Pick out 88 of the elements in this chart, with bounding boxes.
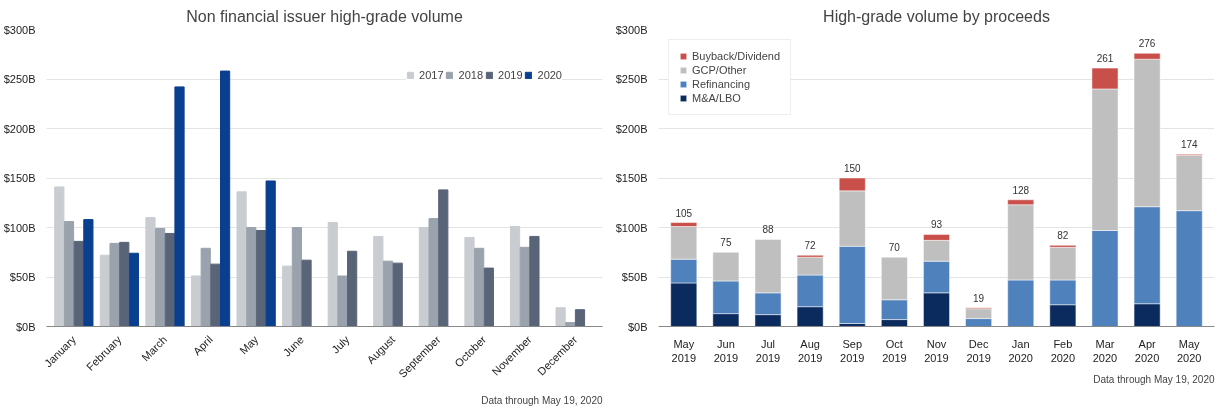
x-tick-label: Aug 2019 <box>797 337 823 364</box>
x-tick-label: Jul 2019 <box>755 337 781 364</box>
x-tick-label: Feb 2020 <box>1050 337 1076 364</box>
x-tick-label: Jun 2019 <box>713 337 739 364</box>
y-tick-label: $150B <box>3 172 36 184</box>
legend-label: M&A/LBO <box>692 92 741 104</box>
bar <box>483 267 494 327</box>
legend-label: 2019 <box>498 69 523 81</box>
y-tick-label: $150B <box>615 172 648 184</box>
x-tick-label: Mar 2020 <box>1092 337 1118 364</box>
bar <box>347 250 358 327</box>
bar <box>574 309 586 327</box>
total-label: 276 <box>1138 38 1156 50</box>
x-tick-label: May 2019 <box>671 337 697 364</box>
bar <box>83 219 94 327</box>
x-tick-label: Dec 2019 <box>966 337 991 364</box>
bar <box>200 247 211 327</box>
bar <box>236 191 247 327</box>
bar <box>73 240 84 327</box>
chart-title: Non financial issuer high-grade volume <box>186 7 463 25</box>
total-label: 105 <box>675 207 693 219</box>
total-label: 150 <box>843 163 862 174</box>
text: Data through May 19, 2020 <box>1093 373 1215 385</box>
y-tick-label: $50B <box>9 271 36 283</box>
bar <box>519 246 530 327</box>
x-tick-label: Apr 2020 <box>1134 337 1160 364</box>
bar <box>301 259 312 327</box>
bar <box>246 227 257 327</box>
x-tick-label: Nov 2019 <box>924 337 949 364</box>
y-tick-label: $250B <box>615 73 648 85</box>
bar <box>265 180 276 327</box>
x-tick-label: Jan 2020 <box>1008 337 1033 364</box>
y-tick-label: $200B <box>615 122 648 135</box>
total-label: 72 <box>804 240 817 252</box>
bar <box>119 241 130 327</box>
y-tick-label: $100B <box>615 221 648 234</box>
x-tick-label: July <box>329 332 352 356</box>
x-tick-label: May 2020 <box>1176 337 1202 364</box>
y-tick-label: $300B <box>615 23 648 36</box>
legend-label: 2020 <box>537 69 562 81</box>
total-label: 82 <box>1057 230 1069 242</box>
y-tick-label: $50B <box>621 271 648 283</box>
bar <box>337 275 348 327</box>
bar <box>174 86 185 327</box>
text: Data through May 19, 2020 <box>481 394 603 406</box>
legend-label: 2018 <box>458 69 484 81</box>
chart-title: High-grade volume by proceeds <box>823 7 1050 25</box>
y-tick-label: $200B <box>3 122 36 135</box>
bar <box>291 227 302 327</box>
legend-label: Refinancing <box>692 78 751 90</box>
y-tick-label: $250B <box>3 73 36 85</box>
bar <box>63 221 75 327</box>
bar <box>128 252 140 327</box>
y-tick-label: $0B <box>15 320 36 333</box>
bar <box>54 186 65 327</box>
bar <box>327 222 338 327</box>
total-label: 75 <box>720 237 732 249</box>
total-label: 93 <box>930 219 943 231</box>
bar <box>464 236 475 327</box>
bar <box>438 189 449 327</box>
bar <box>373 235 384 327</box>
bar <box>145 217 156 327</box>
bar <box>428 218 439 327</box>
bar <box>509 226 521 327</box>
bar <box>155 227 166 327</box>
x-tick-label: Sep 2019 <box>840 337 865 364</box>
total-label: 70 <box>888 242 901 254</box>
y-tick-label: $100B <box>3 221 36 234</box>
bar <box>219 70 231 327</box>
bar <box>282 265 293 327</box>
bar <box>210 263 221 327</box>
total-label: 261 <box>1096 53 1114 65</box>
bar <box>474 247 485 327</box>
total-label: 19 <box>973 292 985 304</box>
x-tick-label: Oct 2019 <box>882 337 907 364</box>
y-tick-label: $300B <box>3 23 36 36</box>
y-tick-label: $0B <box>627 320 648 333</box>
total-label: 88 <box>762 224 775 236</box>
legend-label: GCP/Other <box>692 64 747 76</box>
legend-label: Buyback/Dividend <box>692 50 781 62</box>
bar <box>529 235 540 327</box>
bar <box>555 307 566 327</box>
bar <box>392 262 403 327</box>
total-label: 128 <box>1012 184 1030 196</box>
total-label: 174 <box>1180 139 1199 151</box>
legend-label: 2017 <box>419 69 444 81</box>
x-tick-label: May <box>237 332 261 357</box>
bar <box>109 242 120 327</box>
